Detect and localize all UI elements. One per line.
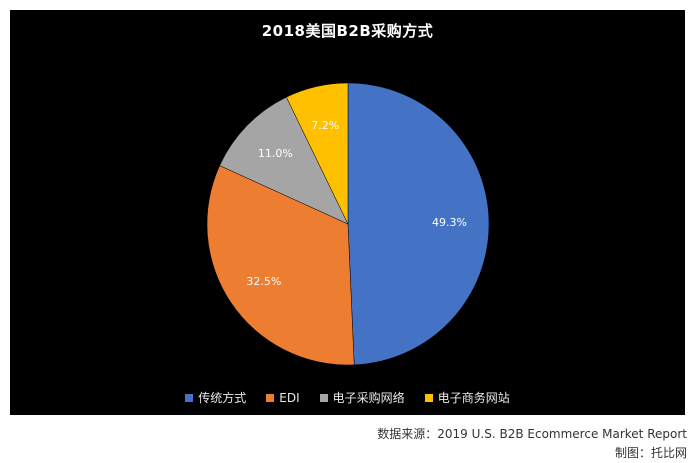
pie-slice-3 [219,96,349,225]
pie-slice-1 [347,82,490,366]
pie-chart: 49.3% 32.5% 11.0% 7.2% [206,82,490,366]
pie-data-label-4: 7.2% [311,119,339,132]
pie-data-label-1: 49.3% [432,216,467,229]
pie-slice-4 [286,82,349,225]
legend-swatch [185,393,194,402]
pie-data-label-2: 32.5% [246,275,281,288]
legend-label: 传统方式 [198,391,247,405]
legend-label: EDI [279,390,300,405]
legend-label: 电子商务网站 [437,391,510,405]
pie-slice-2 [206,165,355,366]
chart-credit-note: 制图：托比网 [614,446,687,460]
chart-title: 2018美国B2B采购方式 [261,22,434,40]
legend-label: 电子采购网络 [332,391,405,405]
legend: 传统方式 EDI 电子采购网络 电子商务网站 [10,389,685,406]
legend-item-eprocurement-network: 电子采购网络 [319,389,405,406]
legend-item-ecommerce-site: 电子商务网站 [424,389,510,406]
pie-data-label-3: 11.0% [258,147,293,160]
legend-swatch [266,393,275,402]
legend-swatch [319,393,328,402]
legend-item-traditional: 传统方式 [185,389,246,406]
chart-panel: 2018美国B2B采购方式 49.3% 32.5% 11.0% 7.2% 传统方式 E… [10,10,685,415]
legend-swatch [424,393,433,402]
legend-item-edi: EDI [266,389,300,406]
data-source-note: 数据来源：2019 U.S. B2B Ecommerce Market Repo… [377,427,687,441]
